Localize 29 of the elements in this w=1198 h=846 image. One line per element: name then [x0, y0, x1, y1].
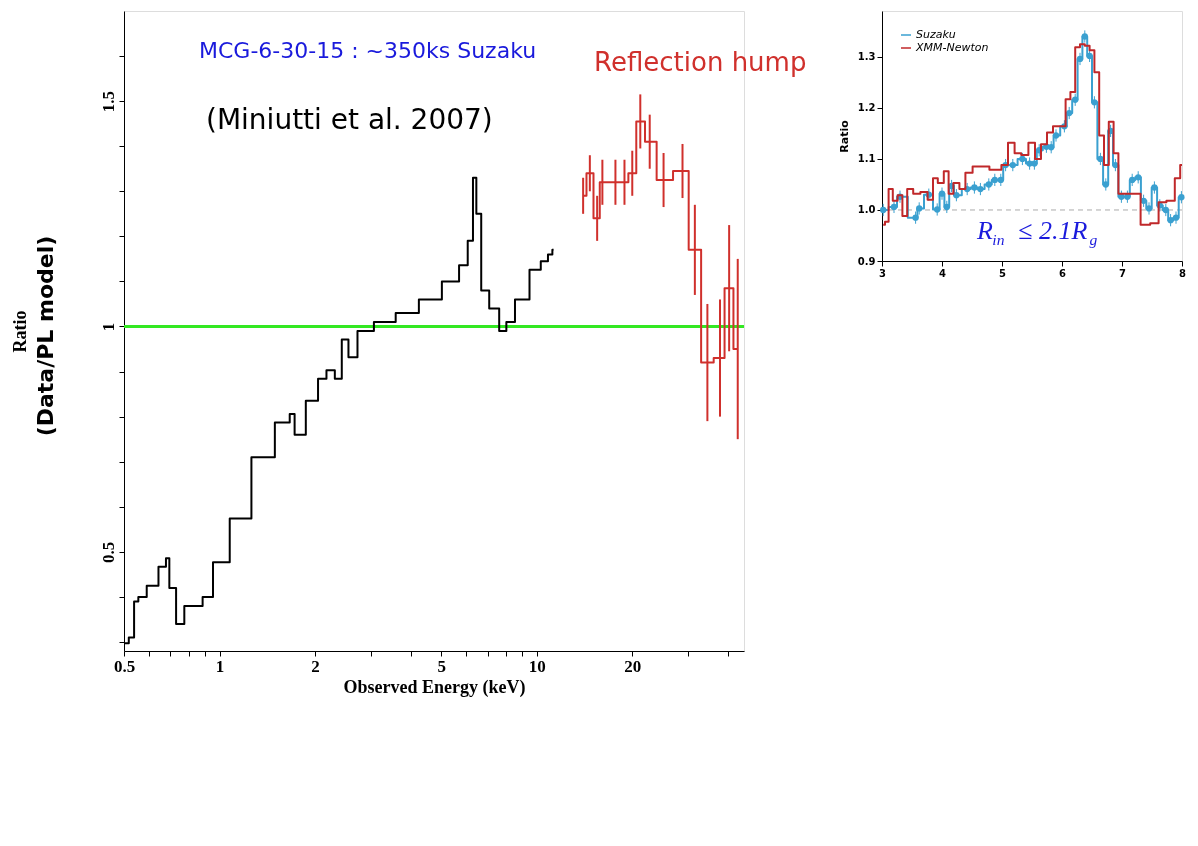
y-axis-title: Ratio: [837, 119, 851, 153]
text: MCG-6-30-15 : ~350ks Suzaku: [199, 38, 537, 63]
x-tick-label: 6: [1059, 267, 1067, 279]
text: (Data/PL model): [33, 235, 58, 437]
legend-label: XMM-Newton: [915, 41, 989, 54]
y-tick-label: 1.3: [857, 51, 876, 63]
x-tick-label: 1: [215, 656, 225, 676]
x-tick-label: 0.5: [113, 656, 136, 676]
x-tick-label: 7: [1119, 267, 1127, 279]
y-axis-title: Ratio: [9, 310, 30, 353]
x-tick-label: 8: [1179, 267, 1187, 279]
x-tick-label: 5: [437, 656, 447, 676]
y-tick-label: 0.5: [98, 541, 118, 563]
y-tick-label: 1.5: [98, 91, 118, 113]
x-axis-title: Observed Energy (keV): [343, 676, 526, 698]
y-tick-label: 1.2: [857, 102, 876, 114]
x-tick-label: 4: [939, 267, 947, 279]
y-tick-label: 1.0: [857, 204, 876, 216]
x-tick-label: 5: [999, 267, 1007, 279]
x-tick-label: 2: [311, 656, 320, 676]
x-tick-label: 3: [879, 267, 887, 279]
y-tick-label: 1.1: [857, 153, 876, 165]
y-tick-label: 1: [98, 322, 118, 332]
x-tick-label: 20: [624, 656, 642, 676]
annotation: Reflection hump: [594, 47, 807, 77]
x-tick-label: 10: [528, 656, 546, 676]
text: (Miniutti et al. 2007): [206, 103, 493, 136]
y-tick-label: 0.9: [857, 255, 876, 267]
legend-label: Suzaku: [916, 28, 956, 41]
